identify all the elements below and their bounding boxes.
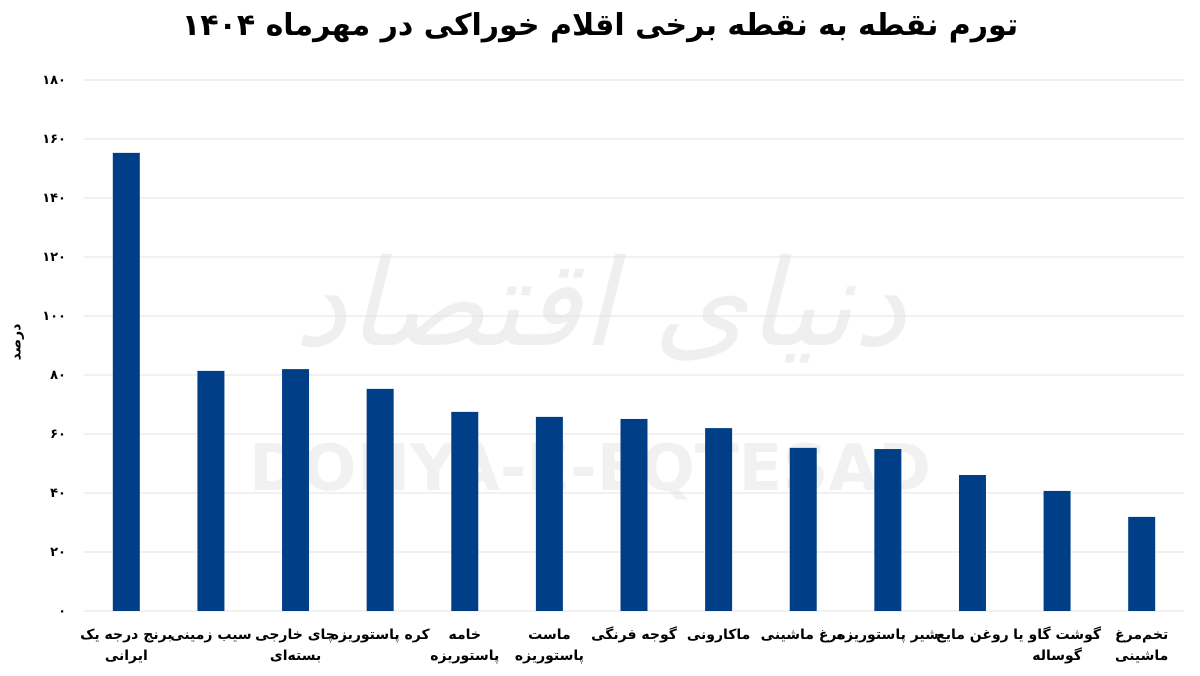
x-tick-label: پاستوریزه <box>515 648 584 664</box>
x-tick-label: گوساله <box>1032 647 1083 664</box>
x-tick-label: ماکارونی <box>687 627 751 643</box>
y-tick-label: ۴۰ <box>50 486 66 501</box>
y-tick-label: ۱۸۰ <box>42 73 66 88</box>
bar <box>366 388 394 611</box>
watermark-en: DONYA-E-EQTESAD <box>249 432 931 506</box>
bar <box>620 418 648 611</box>
x-tick-label: روغن مایع <box>936 627 1009 643</box>
bar <box>1043 490 1071 611</box>
x-tick-label: برنج درجه یک <box>80 627 172 643</box>
x-tick-label: شیر پاستوریزه <box>837 627 939 643</box>
y-tick-label: ۶۰ <box>50 427 66 442</box>
bar <box>451 411 479 611</box>
x-tick-label: گوشت گاو یا <box>1013 626 1102 643</box>
bar <box>112 152 140 612</box>
x-tick-label: ماشینی <box>1115 648 1168 664</box>
bar <box>197 370 225 611</box>
bar <box>789 447 817 611</box>
bar <box>535 416 563 611</box>
y-tick-label: ۱۴۰ <box>42 191 66 206</box>
y-tick-label: ۸۰ <box>50 368 66 383</box>
x-tick-label: بسته‌ای <box>270 648 321 664</box>
y-tick-label: ۱۲۰ <box>42 250 66 265</box>
y-tick-label: ۱۰۰ <box>42 309 66 324</box>
x-tick-label: سیب زمینی <box>170 627 252 643</box>
x-tick-label: پاستوریزه <box>430 648 499 664</box>
bar <box>958 475 986 611</box>
x-tick-label: تخم‌مرغ <box>1115 627 1168 643</box>
x-tick-label: گوجه فرنگی <box>591 626 678 643</box>
x-tick-label: ماست <box>528 627 571 643</box>
watermark-fa: دنیای اقتصاد <box>294 235 907 374</box>
chart-title: تورم نقطه به نقطه برخی اقلام خوراکی در م… <box>181 8 1019 43</box>
bar <box>874 449 902 611</box>
y-tick-label: ۰ <box>58 604 66 619</box>
x-tick-label: مرغ ماشینی <box>761 627 846 643</box>
bar <box>705 428 733 611</box>
y-tick-label: ۱۶۰ <box>42 132 66 147</box>
x-tick-label: ایرانی <box>105 648 148 664</box>
bar <box>282 369 310 611</box>
bar <box>1128 516 1156 611</box>
x-tick-label: خامه <box>449 627 482 643</box>
x-tick-label: کره پاستوریزه <box>331 627 431 643</box>
x-tick-label: چای خارجی <box>255 627 336 643</box>
y-tick-label: ۲۰ <box>50 545 66 560</box>
